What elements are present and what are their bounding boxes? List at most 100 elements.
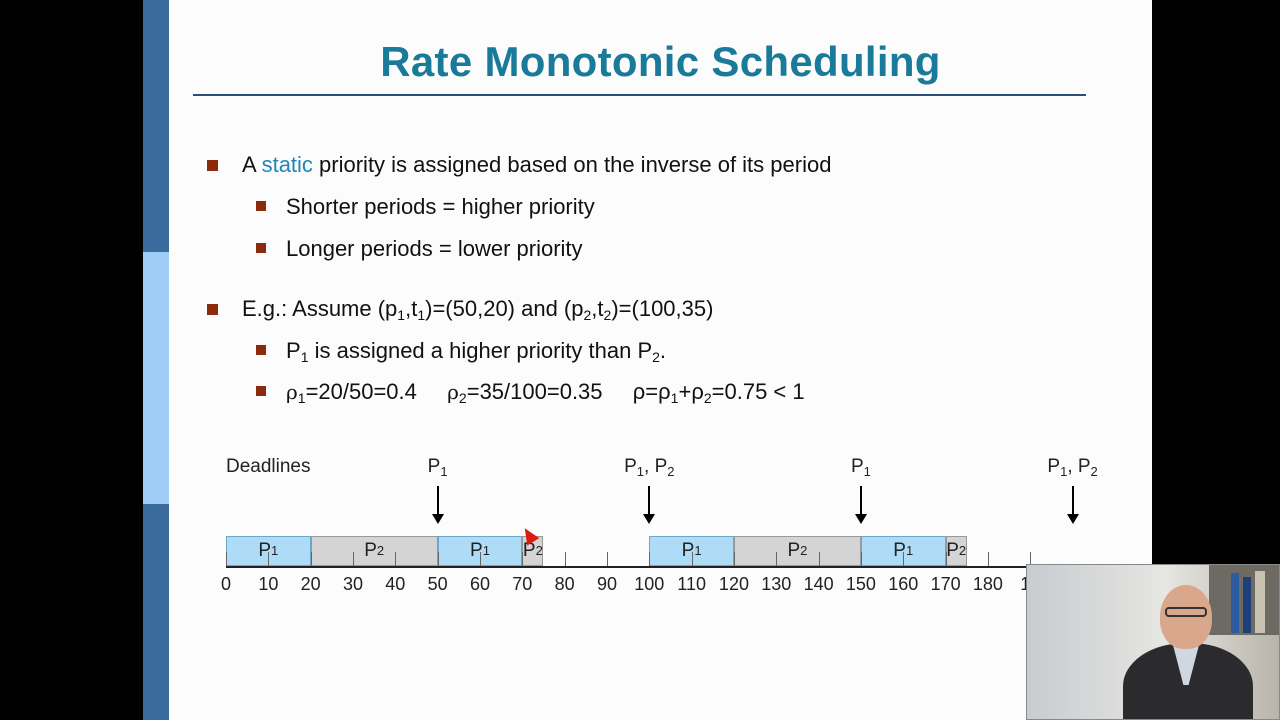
subbullet-longer: Longer periods = lower priority (256, 236, 583, 262)
axis-tick (776, 552, 778, 566)
slide: Rate Monotonic Scheduling A static prior… (169, 0, 1152, 720)
axis-tick (733, 552, 735, 566)
bullet-text: is assigned a higher priority than P (308, 338, 653, 363)
axis-tick (818, 552, 820, 566)
bullet-static-priority: A static priority is assigned based on t… (207, 152, 832, 178)
bullet-example: E.g.: Assume (p1,t1)=(50,20) and (p2,t2)… (207, 296, 714, 323)
square-bullet-icon (256, 386, 266, 396)
subbullet-utilization: ρ1=20/50=0.4 ρ2=35/100=0.35 ρ=ρ1+ρ2=0.75… (256, 379, 805, 406)
deadline-arrow-icon (643, 486, 656, 524)
book (1255, 571, 1265, 633)
axis-tick-label: 120 (718, 574, 749, 594)
axis-tick (987, 552, 989, 566)
subbullet-shorter: Shorter periods = higher priority (256, 194, 595, 220)
axis-tick-label: 150 (845, 574, 876, 594)
axis-tick-label: 140 (803, 574, 834, 594)
square-bullet-icon (256, 345, 266, 355)
axis-tick (479, 552, 481, 566)
bullet-text: ,t (405, 296, 418, 321)
axis-tick (522, 552, 524, 566)
subscript: 1 (397, 307, 406, 323)
square-bullet-icon (207, 304, 218, 315)
bullet-text: Shorter periods = higher priority (286, 194, 595, 219)
left-accent-bar (143, 0, 169, 720)
axis-tick (437, 552, 439, 566)
axis-tick (352, 552, 354, 566)
axis-tick-label: 170 (930, 574, 961, 594)
deadline-arrow-icon (1066, 486, 1079, 524)
deadline-arrow-icon (431, 486, 444, 524)
axis-tick-label: 130 (761, 574, 792, 594)
axis-tick (945, 552, 947, 566)
subscript: 2 (583, 307, 592, 323)
axis-tick-label: 180 (972, 574, 1003, 594)
subscript: 1 (300, 349, 309, 365)
deadlines-label: Deadlines (226, 456, 311, 477)
rho-total-expr: ρ=ρ1+ρ2=0.75 < 1 (632, 379, 805, 406)
bullet-text: P (286, 338, 301, 363)
square-bullet-icon (207, 160, 218, 171)
axis-tick-label: 20 (300, 574, 321, 594)
axis-tick-label: 50 (427, 574, 448, 594)
axis-tick-label: 100 (634, 574, 665, 594)
subscript: 2 (652, 349, 660, 365)
axis-tick (691, 552, 693, 566)
subscript: 2 (603, 307, 612, 323)
bullet-text: )=(50,20) and (p (425, 296, 584, 321)
book (1231, 573, 1239, 633)
presenter-head (1160, 585, 1212, 649)
axis-tick (310, 552, 312, 566)
axis-tick-label: 160 (888, 574, 919, 594)
bullet-text: . (659, 338, 667, 363)
axis-tick (226, 552, 227, 566)
axis-tick (1030, 552, 1032, 566)
axis-tick (564, 552, 566, 566)
bullet-text: ,t (591, 296, 604, 321)
axis-tick-label: 0 (220, 574, 232, 594)
axis-tick-label: 80 (554, 574, 575, 594)
slide-title: Rate Monotonic Scheduling (380, 38, 941, 85)
presenter-webcam-feed (1026, 564, 1280, 720)
deadline-label: P1 (850, 456, 871, 479)
bullet-text: A (242, 152, 262, 177)
book (1243, 577, 1251, 633)
rho1-expr: ρ1=20/50=0.4 (286, 379, 417, 406)
title-divider (193, 94, 1086, 96)
axis-tick-label: 90 (596, 574, 617, 594)
bullet-accent-text: static (261, 152, 313, 177)
axis-tick (606, 552, 608, 566)
deadline-label: P1, P2 (624, 456, 675, 479)
subbullet-p1-priority: P1 is assigned a higher priority than P2… (256, 338, 667, 365)
axis-tick-label: 110 (677, 574, 706, 594)
presenter-glasses (1165, 607, 1207, 617)
axis-tick (860, 552, 862, 566)
bullet-text: priority is assigned based on the invers… (312, 152, 832, 177)
subscript: 1 (417, 307, 426, 323)
axis-tick (268, 552, 270, 566)
axis-tick-label: 40 (385, 574, 406, 594)
square-bullet-icon (256, 243, 266, 253)
deadline-label: P1 (427, 456, 448, 479)
bullet-text: E.g.: Assume (p (242, 296, 398, 321)
axis-tick (903, 552, 905, 566)
axis-tick-label: 70 (512, 574, 533, 594)
axis-tick (649, 552, 651, 566)
square-bullet-icon (256, 201, 266, 211)
left-accent-bar-highlight (143, 252, 169, 504)
axis-tick (395, 552, 397, 566)
deadline-arrow-icon (854, 486, 867, 524)
rho2-expr: ρ2=35/100=0.35 (447, 379, 603, 406)
axis-tick-label: 60 (469, 574, 490, 594)
time-axis (226, 566, 1026, 568)
bullet-text: )=(100,35) (611, 296, 714, 321)
bullet-text: Longer periods = lower priority (286, 236, 583, 261)
axis-tick-label: 30 (342, 574, 363, 594)
deadline-label: P1, P2 (1047, 456, 1098, 479)
